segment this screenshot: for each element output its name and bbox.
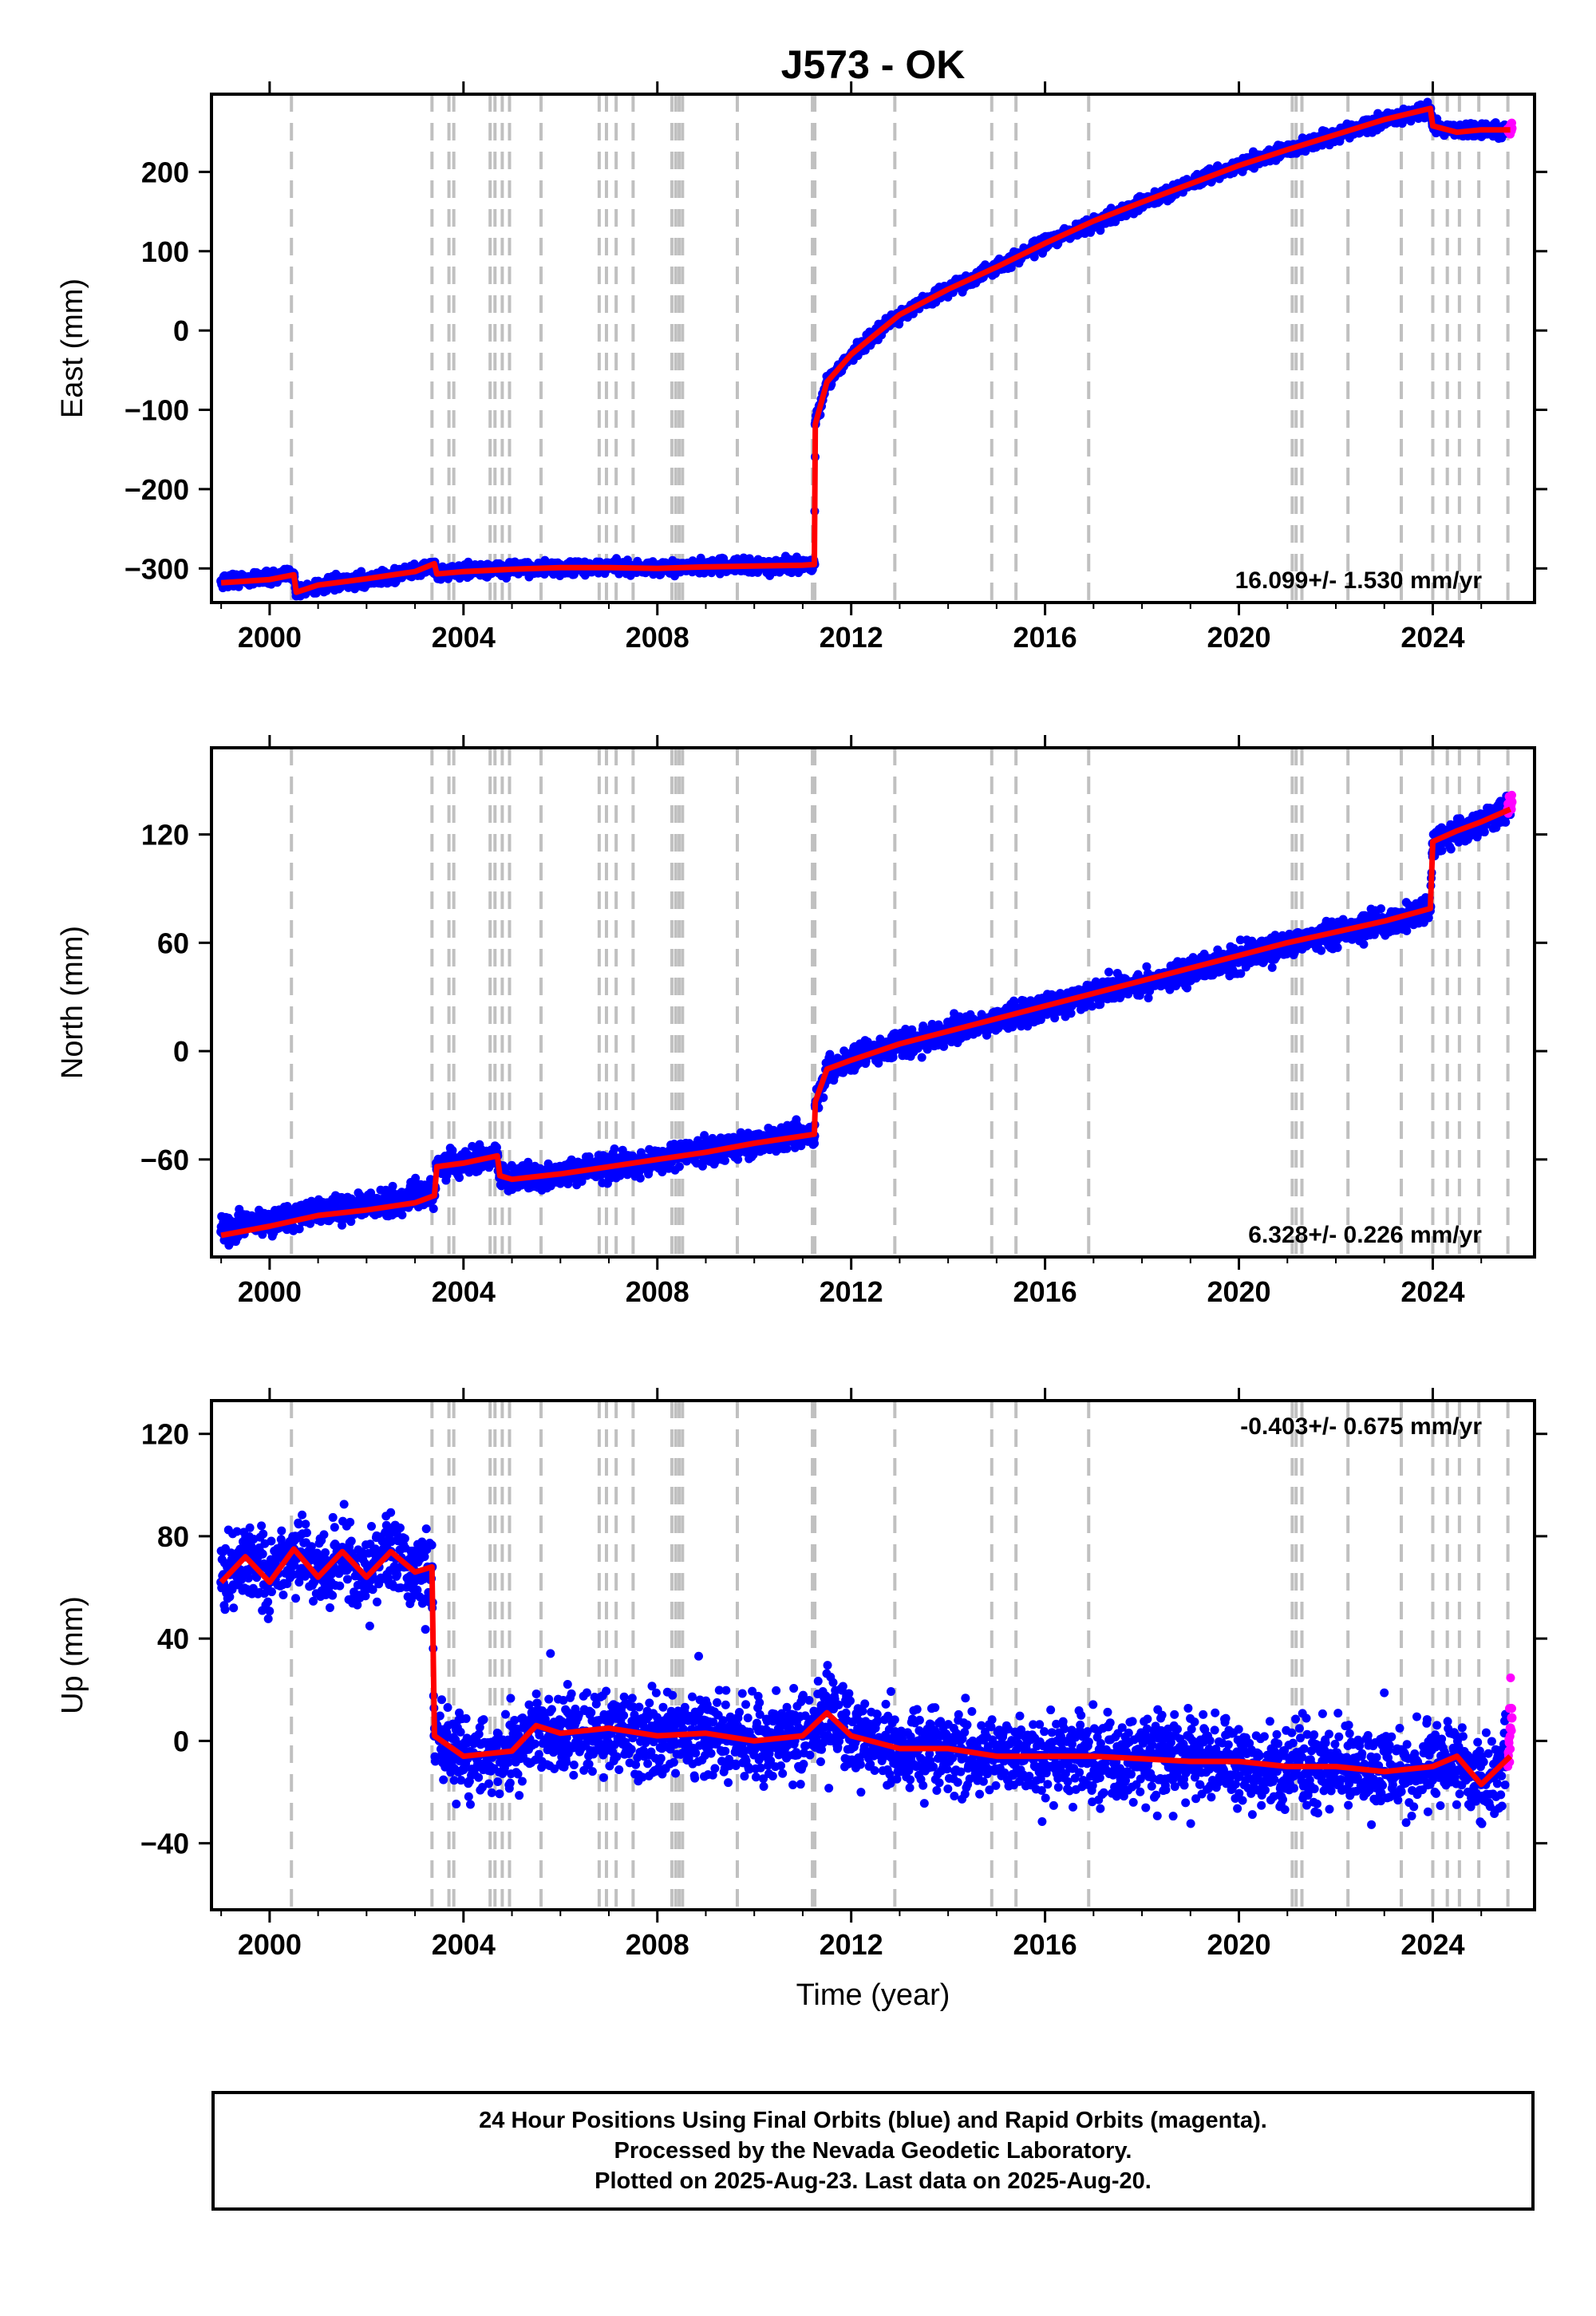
east-xtick-label-1: 2004 bbox=[432, 621, 496, 654]
north-point bbox=[939, 1041, 949, 1051]
east-xtick-label-3: 2012 bbox=[820, 621, 883, 654]
north-point bbox=[425, 1175, 435, 1184]
east-event-lines bbox=[290, 94, 1510, 603]
north-point bbox=[442, 1171, 452, 1180]
east-rate-annotation: 16.099+/- 1.530 mm/yr bbox=[1235, 567, 1483, 594]
north-point bbox=[782, 1144, 792, 1153]
north-point bbox=[294, 1224, 304, 1234]
east-ytick-label-3: 0 bbox=[173, 314, 189, 347]
east-xtick-label-4: 2016 bbox=[1013, 621, 1077, 654]
north-point bbox=[523, 1157, 533, 1167]
east-xtick-label-6: 2024 bbox=[1400, 621, 1464, 654]
north-point bbox=[861, 1057, 871, 1066]
east-ytick-label-2: −100 bbox=[124, 394, 189, 427]
north-point bbox=[306, 1219, 315, 1228]
east-frame bbox=[210, 93, 1536, 604]
east-panel: 2000 2004 2008 2012 2016 2020 2024−300−200−100… bbox=[56, 81, 1547, 654]
east-series-0 bbox=[216, 97, 1511, 601]
east-ytick-label-5: 200 bbox=[141, 156, 189, 188]
north-point bbox=[825, 1049, 835, 1059]
north-panel: 2000 2004 2008 2012 2016 2020 2024−60060120Nor… bbox=[56, 735, 1547, 1308]
east-xtick-label-0: 2000 bbox=[238, 621, 302, 654]
north-point bbox=[720, 1156, 729, 1165]
east-xtick-label-5: 2020 bbox=[1207, 621, 1270, 654]
north-point bbox=[388, 1181, 397, 1191]
north-points bbox=[216, 790, 1517, 1250]
north-point bbox=[819, 1093, 828, 1102]
north-point bbox=[810, 1139, 820, 1148]
east-xtick-label-2: 2008 bbox=[626, 621, 689, 654]
chart-title: J573 - OK bbox=[781, 42, 966, 87]
north-point bbox=[874, 1058, 883, 1068]
north-point bbox=[674, 1162, 684, 1172]
north-series-0 bbox=[216, 791, 1515, 1250]
north-point bbox=[346, 1217, 356, 1227]
east-ytick-label-0: −300 bbox=[124, 552, 189, 585]
north-point bbox=[429, 1204, 438, 1214]
east-ytick-label-1: −200 bbox=[124, 473, 189, 506]
north-event-lines bbox=[290, 748, 1510, 1257]
east-point bbox=[1029, 252, 1039, 262]
north-point bbox=[917, 1053, 926, 1062]
north-point bbox=[397, 1210, 407, 1219]
north-point bbox=[733, 1155, 743, 1164]
north-point bbox=[411, 1173, 421, 1183]
north-point bbox=[635, 1173, 645, 1183]
north-point bbox=[610, 1144, 619, 1154]
east-ytick-label-4: 100 bbox=[141, 235, 189, 268]
north-point bbox=[455, 1173, 464, 1183]
east-ylabel: East (mm) bbox=[56, 279, 89, 418]
east-model-line bbox=[220, 105, 1511, 595]
east-points bbox=[216, 97, 1517, 601]
north-point bbox=[338, 1220, 347, 1230]
north-point bbox=[888, 1053, 898, 1062]
